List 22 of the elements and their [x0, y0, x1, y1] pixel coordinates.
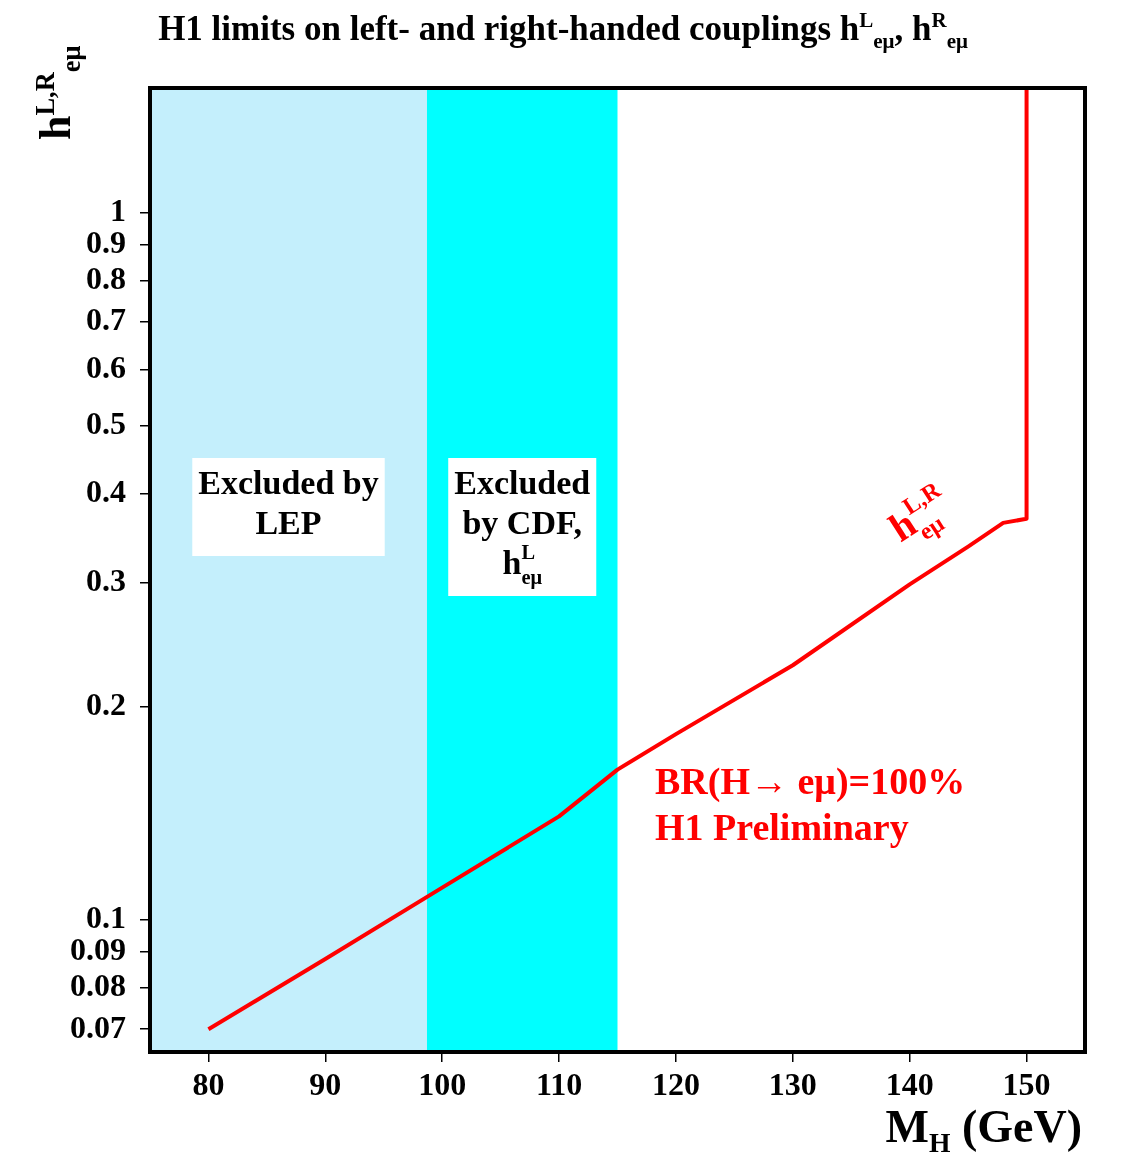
x-tick-label: 110: [535, 1066, 583, 1103]
text: hL,Reμ: [880, 476, 950, 551]
y-tick-label: 0.08: [70, 967, 126, 1004]
band-label: Excluded by LEP: [198, 464, 379, 541]
y-tick-label: 0.5: [86, 404, 126, 441]
annotation: H1 Preliminary: [655, 806, 909, 848]
x-axis-title: M$_{H}$ (GeV): [885, 1101, 1082, 1159]
y-tick-label: 0.7: [86, 301, 126, 338]
annotation: BR(H→ eμ)=100%: [655, 760, 966, 803]
y-tick-label: 0.6: [86, 348, 126, 385]
x-tick-label: 100: [418, 1066, 467, 1103]
x-tick-label: 140: [885, 1066, 934, 1103]
x-tick-label: 90: [309, 1066, 342, 1103]
y-tick-label: 0.3: [86, 561, 126, 598]
x-tick-label: 130: [768, 1066, 817, 1103]
x-tick-label: 150: [1002, 1066, 1051, 1103]
y-tick-label: 0.4: [86, 473, 126, 510]
x-tick-label: 120: [651, 1066, 700, 1103]
y-tick-label: 0.8: [86, 260, 126, 297]
y-tick-label: 0.07: [70, 1008, 126, 1045]
x-tick-label: 80: [192, 1066, 225, 1103]
y-tick-label: 0.2: [86, 686, 126, 723]
